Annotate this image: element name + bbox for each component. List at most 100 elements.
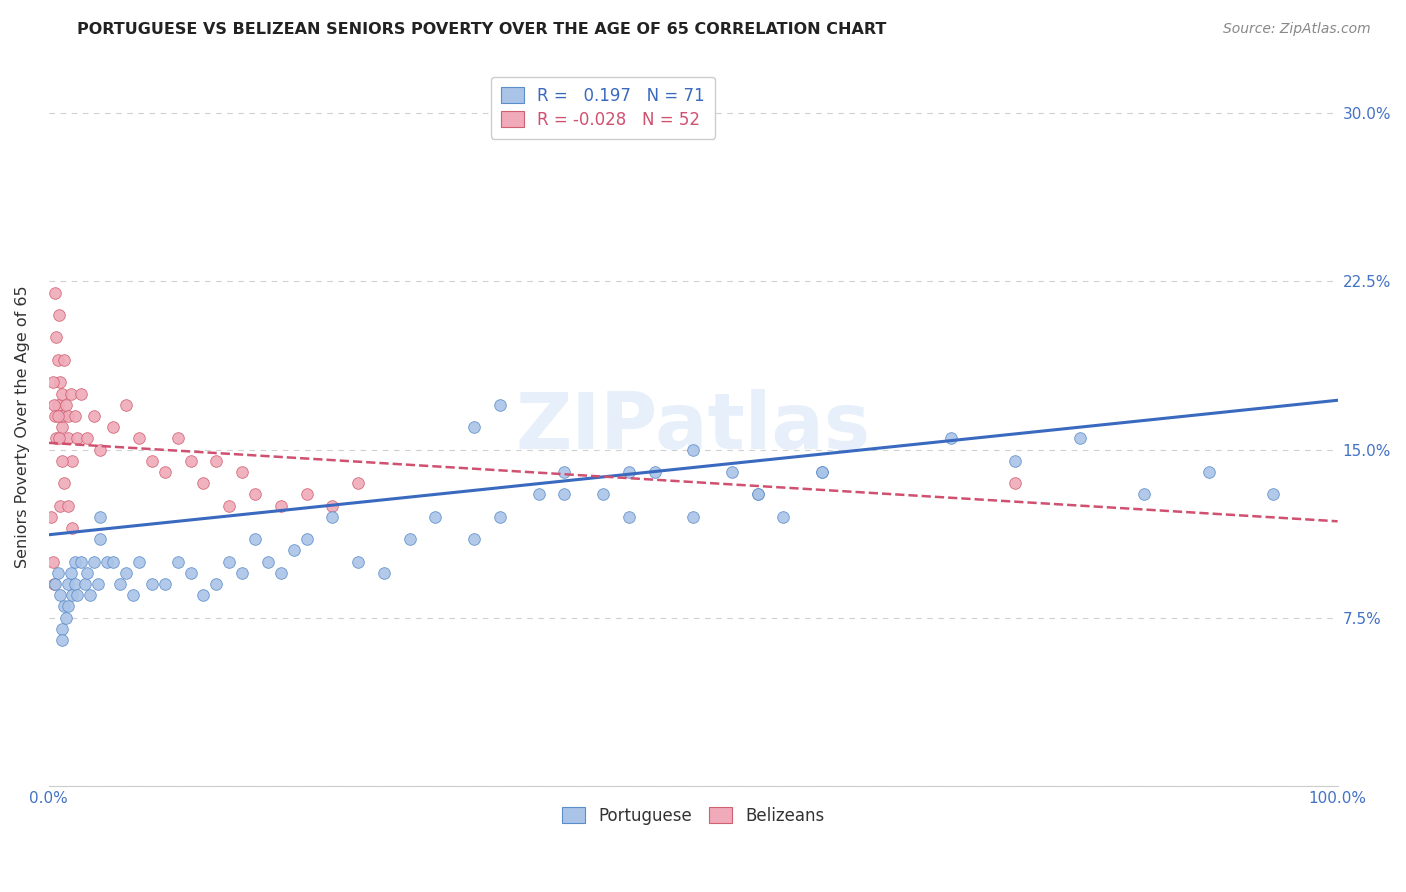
Point (527, 487, 550, 501)
Point (193, 588, 215, 602)
Point (553, 465, 575, 479)
Point (51, 633, 73, 648)
Point (51, 386, 73, 401)
Point (51, 454, 73, 468)
Point (141, 454, 163, 468)
Point (49, 376, 72, 390)
Point (205, 577, 228, 591)
Point (218, 499, 240, 513)
Point (283, 543, 305, 558)
Point (1263, 487, 1285, 501)
Point (295, 533, 318, 547)
Point (180, 454, 202, 468)
Point (63, 555, 86, 569)
Legend: Portuguese, Belizeans: Portuguese, Belizeans (551, 797, 835, 835)
Point (463, 533, 485, 547)
Point (46, 352, 69, 367)
Point (617, 465, 640, 479)
Point (56, 577, 79, 591)
Point (321, 499, 343, 513)
Point (79, 588, 101, 602)
Point (180, 566, 202, 580)
Point (45, 431, 67, 445)
Point (53, 599, 76, 614)
Point (373, 566, 395, 580)
Point (270, 499, 292, 513)
Point (347, 476, 370, 491)
Point (295, 487, 318, 501)
Point (63, 577, 86, 591)
Point (51, 622, 73, 636)
Point (347, 555, 370, 569)
Point (56, 599, 79, 614)
Point (73, 577, 96, 591)
Point (811, 465, 834, 479)
Point (56, 499, 79, 513)
Point (153, 577, 176, 591)
Point (103, 555, 125, 569)
Point (44, 577, 66, 591)
Point (1133, 487, 1156, 501)
Point (53, 476, 76, 491)
Point (644, 465, 666, 479)
Point (1004, 476, 1026, 491)
Point (42, 398, 65, 412)
Point (1069, 431, 1091, 445)
Point (166, 555, 188, 569)
Point (128, 431, 150, 445)
Point (89, 533, 111, 547)
Point (89, 442, 111, 457)
Point (66, 588, 89, 602)
Point (42, 577, 65, 591)
Point (747, 487, 769, 501)
Point (45, 330, 67, 344)
Point (166, 431, 188, 445)
Point (48, 431, 70, 445)
Point (51, 409, 73, 423)
Point (44, 409, 66, 423)
Point (49, 499, 72, 513)
Point (747, 487, 769, 501)
Point (60, 521, 83, 535)
Point (617, 509, 640, 524)
Point (48, 308, 70, 322)
Point (87, 577, 110, 591)
Point (46, 566, 69, 580)
Point (44, 285, 66, 300)
Point (63, 409, 86, 423)
Point (205, 454, 228, 468)
Point (128, 555, 150, 569)
Point (56, 431, 79, 445)
Point (321, 509, 343, 524)
Point (83, 409, 105, 423)
Point (60, 588, 83, 602)
Point (811, 465, 834, 479)
Point (231, 566, 253, 580)
Point (55, 398, 77, 412)
Point (939, 431, 962, 445)
Text: ZIPatlas: ZIPatlas (516, 389, 870, 465)
Point (108, 577, 131, 591)
Point (1004, 454, 1026, 468)
Point (153, 465, 176, 479)
Point (96, 555, 118, 569)
Point (70, 386, 93, 401)
Point (243, 487, 266, 501)
Point (89, 509, 111, 524)
Point (53, 352, 76, 367)
Point (51, 420, 73, 434)
Point (257, 555, 280, 569)
Point (193, 476, 215, 491)
Point (66, 431, 89, 445)
Text: PORTUGUESE VS BELIZEAN SENIORS POVERTY OVER THE AGE OF 65 CORRELATION CHART: PORTUGUESE VS BELIZEAN SENIORS POVERTY O… (77, 22, 887, 37)
Point (682, 442, 704, 457)
Point (425, 509, 447, 524)
Point (1198, 465, 1220, 479)
Point (41, 509, 63, 524)
Point (60, 454, 83, 468)
Y-axis label: Seniors Poverty Over the Age of 65: Seniors Poverty Over the Age of 65 (15, 285, 30, 568)
Point (59, 566, 82, 580)
Point (115, 566, 138, 580)
Point (103, 420, 125, 434)
Point (682, 509, 704, 524)
